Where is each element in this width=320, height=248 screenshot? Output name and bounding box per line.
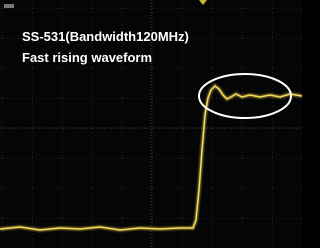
title: SS-531(Bandwidth120MHz) xyxy=(22,29,189,44)
scope-screen: SS-531(Bandwidth120MHz) Fast rising wave… xyxy=(0,0,302,248)
page: SS-531(Bandwidth120MHz) Fast rising wave… xyxy=(0,0,320,248)
status-indicator xyxy=(4,4,14,8)
subtitle: Fast rising waveform xyxy=(22,50,152,65)
